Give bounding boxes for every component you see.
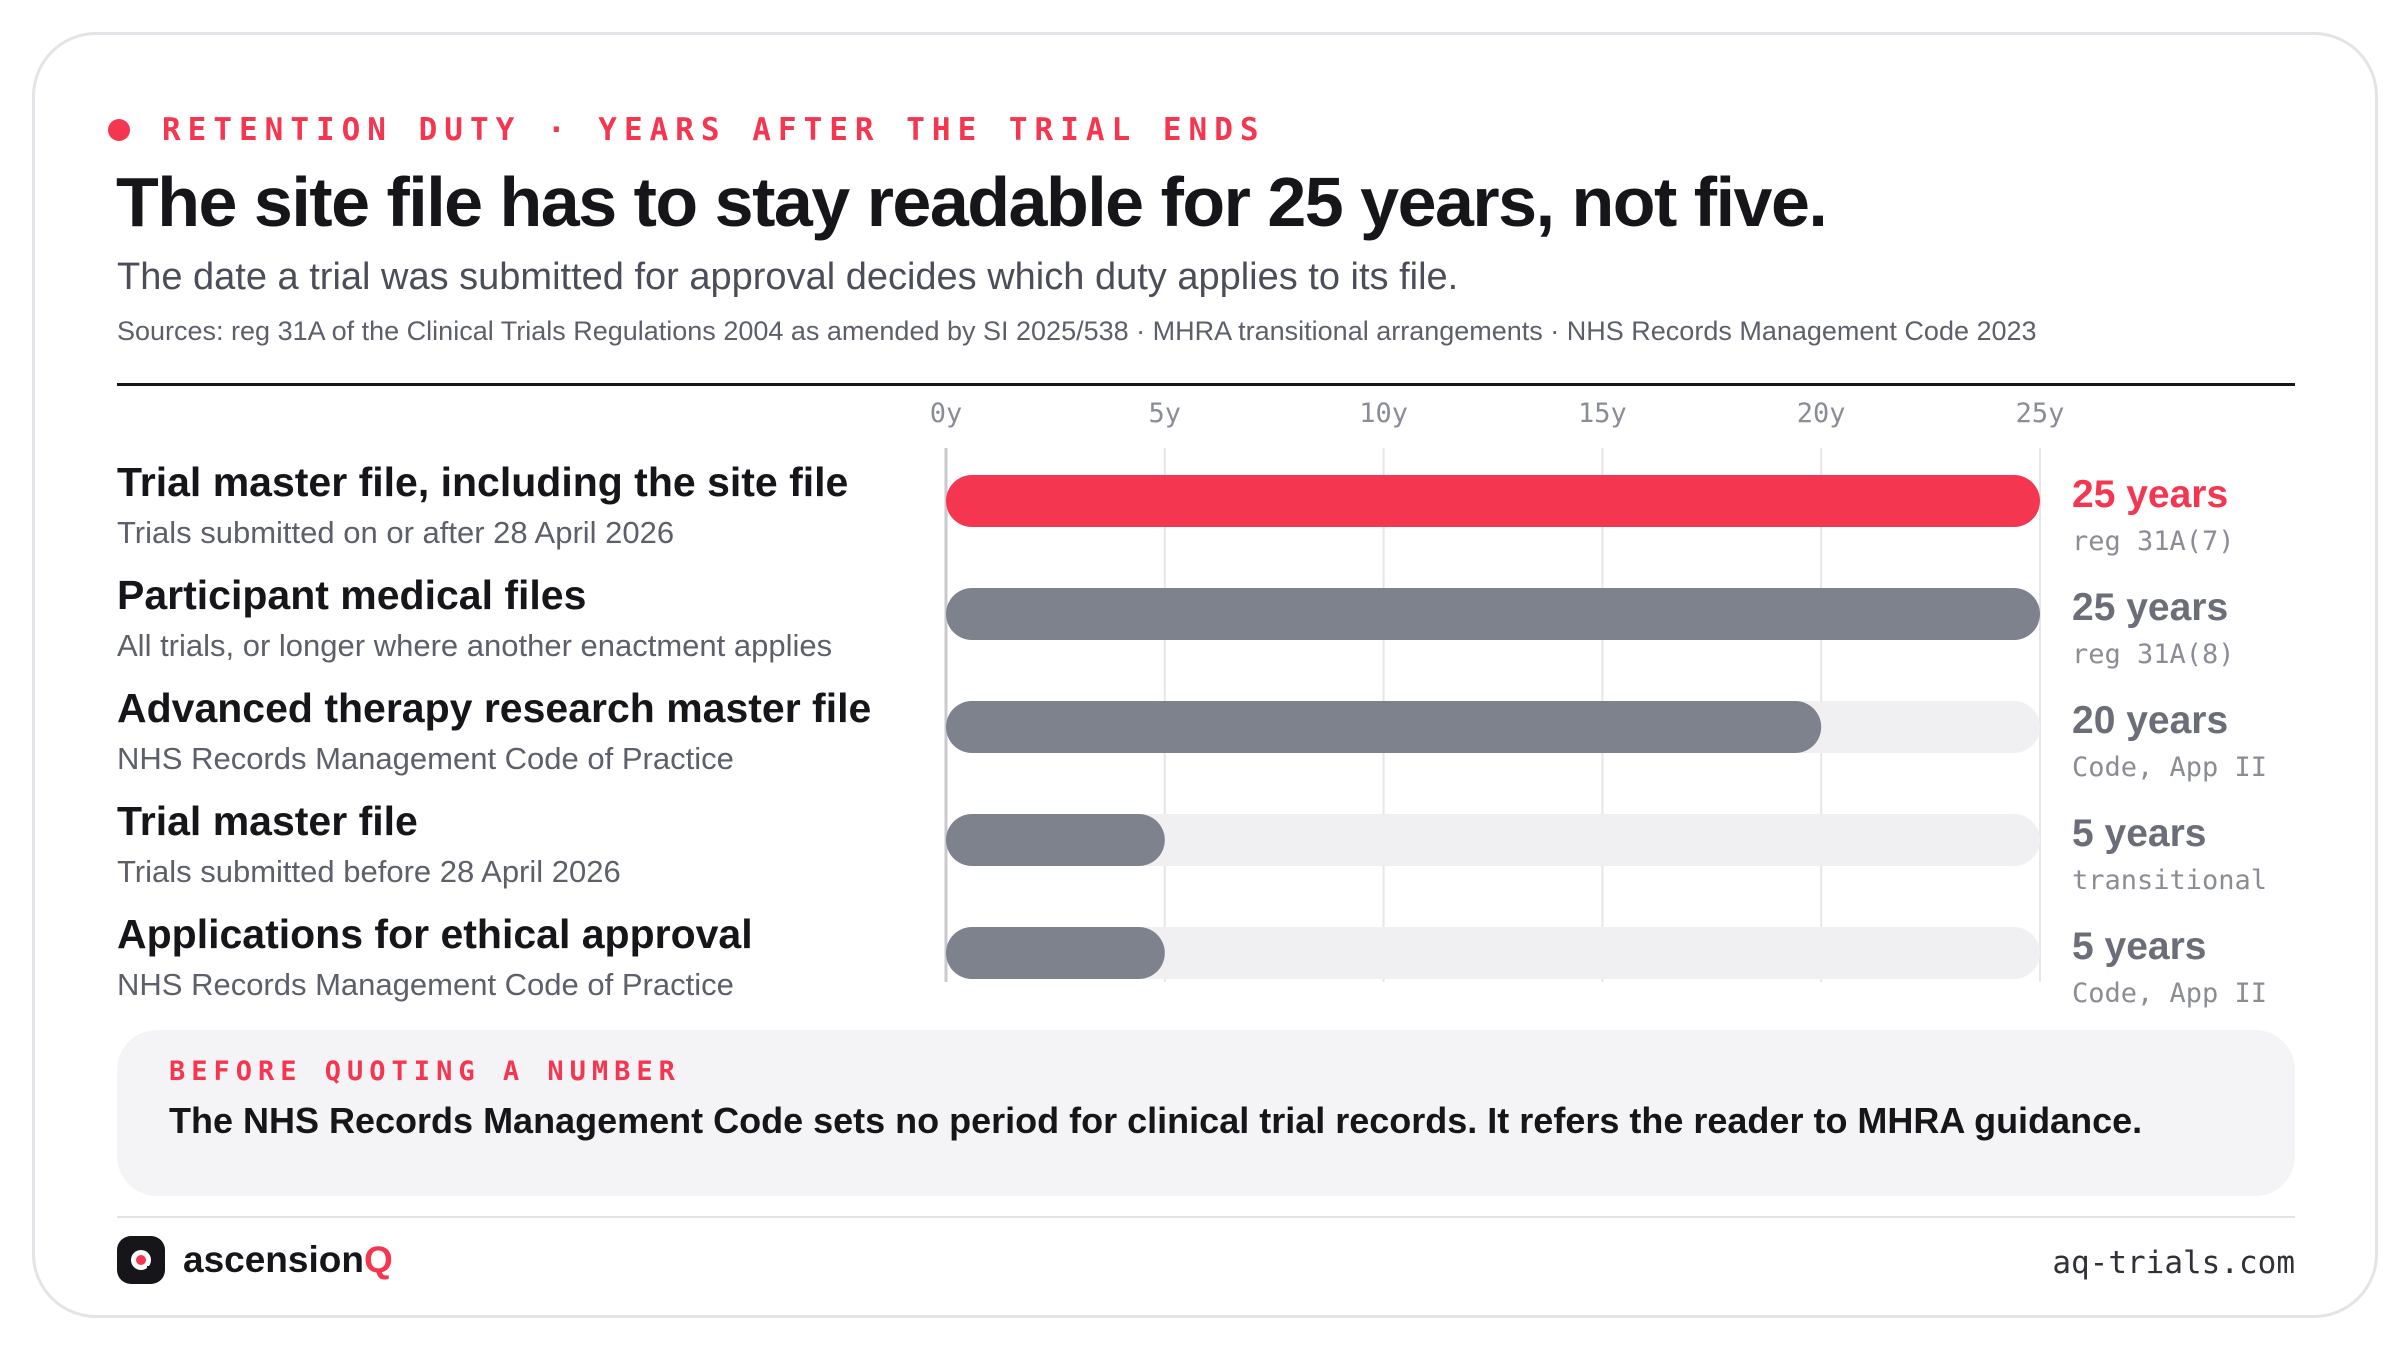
page-title: The site file has to stay readable for 2… (116, 163, 1828, 241)
note-text: The NHS Records Management Code sets no … (169, 1100, 2143, 1141)
site-url: aq-trials.com (2052, 1245, 2295, 1281)
reference-label: transitional (2072, 865, 2268, 896)
ascensionq-logo-icon (117, 1236, 165, 1284)
category-subtitle: All trials, or longer where another enac… (117, 628, 833, 663)
category-subtitle: Trials submitted before 28 April 2026 (117, 854, 621, 889)
tick-label: 5y (1149, 398, 1182, 429)
eyebrow-text: RETENTION DUTY · YEARS AFTER THE TRIAL E… (162, 112, 1266, 148)
brand-name: ascension (183, 1239, 364, 1280)
page-subtitle: The date a trial was submitted for appro… (117, 256, 1459, 298)
brand-logo: ascension Q (117, 1236, 393, 1284)
eyebrow: RETENTION DUTY · YEARS AFTER THE TRIAL E… (108, 112, 1266, 148)
tick-label: 15y (1578, 398, 1627, 429)
reference-label: reg 31A(7) (2072, 526, 2235, 557)
bar (946, 588, 2040, 640)
bar (946, 814, 1165, 866)
tick-label: 10y (1359, 398, 1408, 429)
category-label: Participant medical files (117, 572, 587, 618)
reference-label: reg 31A(8) (2072, 639, 2235, 670)
eyebrow-dot-icon (108, 119, 130, 141)
data-label: 5 years (2072, 812, 2207, 855)
category-subtitle: Trials submitted on or after 28 April 20… (117, 515, 675, 550)
bar (946, 927, 1165, 979)
category-label: Trial master file (117, 798, 418, 844)
bar (946, 475, 2040, 527)
data-label: 25 years (2072, 473, 2229, 516)
tick-label: 25y (2016, 398, 2065, 429)
footer-divider (117, 1216, 2295, 1218)
tick-label: 0y (930, 398, 963, 429)
bar (946, 701, 1822, 753)
bar-track (946, 814, 2040, 866)
data-label: 25 years (2072, 586, 2229, 629)
data-label: 5 years (2072, 925, 2207, 968)
header-divider (117, 383, 2295, 386)
category-subtitle: NHS Records Management Code of Practice (117, 741, 734, 776)
brand-name-q: Q (363, 1239, 393, 1280)
sources-line: Sources: reg 31A of the Clinical Trials … (117, 316, 2037, 346)
category-label: Advanced therapy research master file (117, 685, 872, 731)
category-label: Trial master file, including the site fi… (117, 459, 849, 505)
note-box: BEFORE QUOTING A NUMBER The NHS Records … (117, 1030, 2295, 1196)
tick-label: 20y (1797, 398, 1846, 429)
reference-label: Code, App II (2072, 978, 2268, 1009)
data-label: 20 years (2072, 699, 2229, 742)
category-subtitle: NHS Records Management Code of Practice (117, 967, 734, 1002)
note-kicker: BEFORE QUOTING A NUMBER (169, 1056, 681, 1087)
bar-track (946, 927, 2040, 979)
retention-bar-chart: 0y 5y 10y 15y 20y 25y (930, 398, 2065, 982)
reference-label: Code, App II (2072, 752, 2268, 783)
category-label: Applications for ethical approval (117, 911, 753, 957)
